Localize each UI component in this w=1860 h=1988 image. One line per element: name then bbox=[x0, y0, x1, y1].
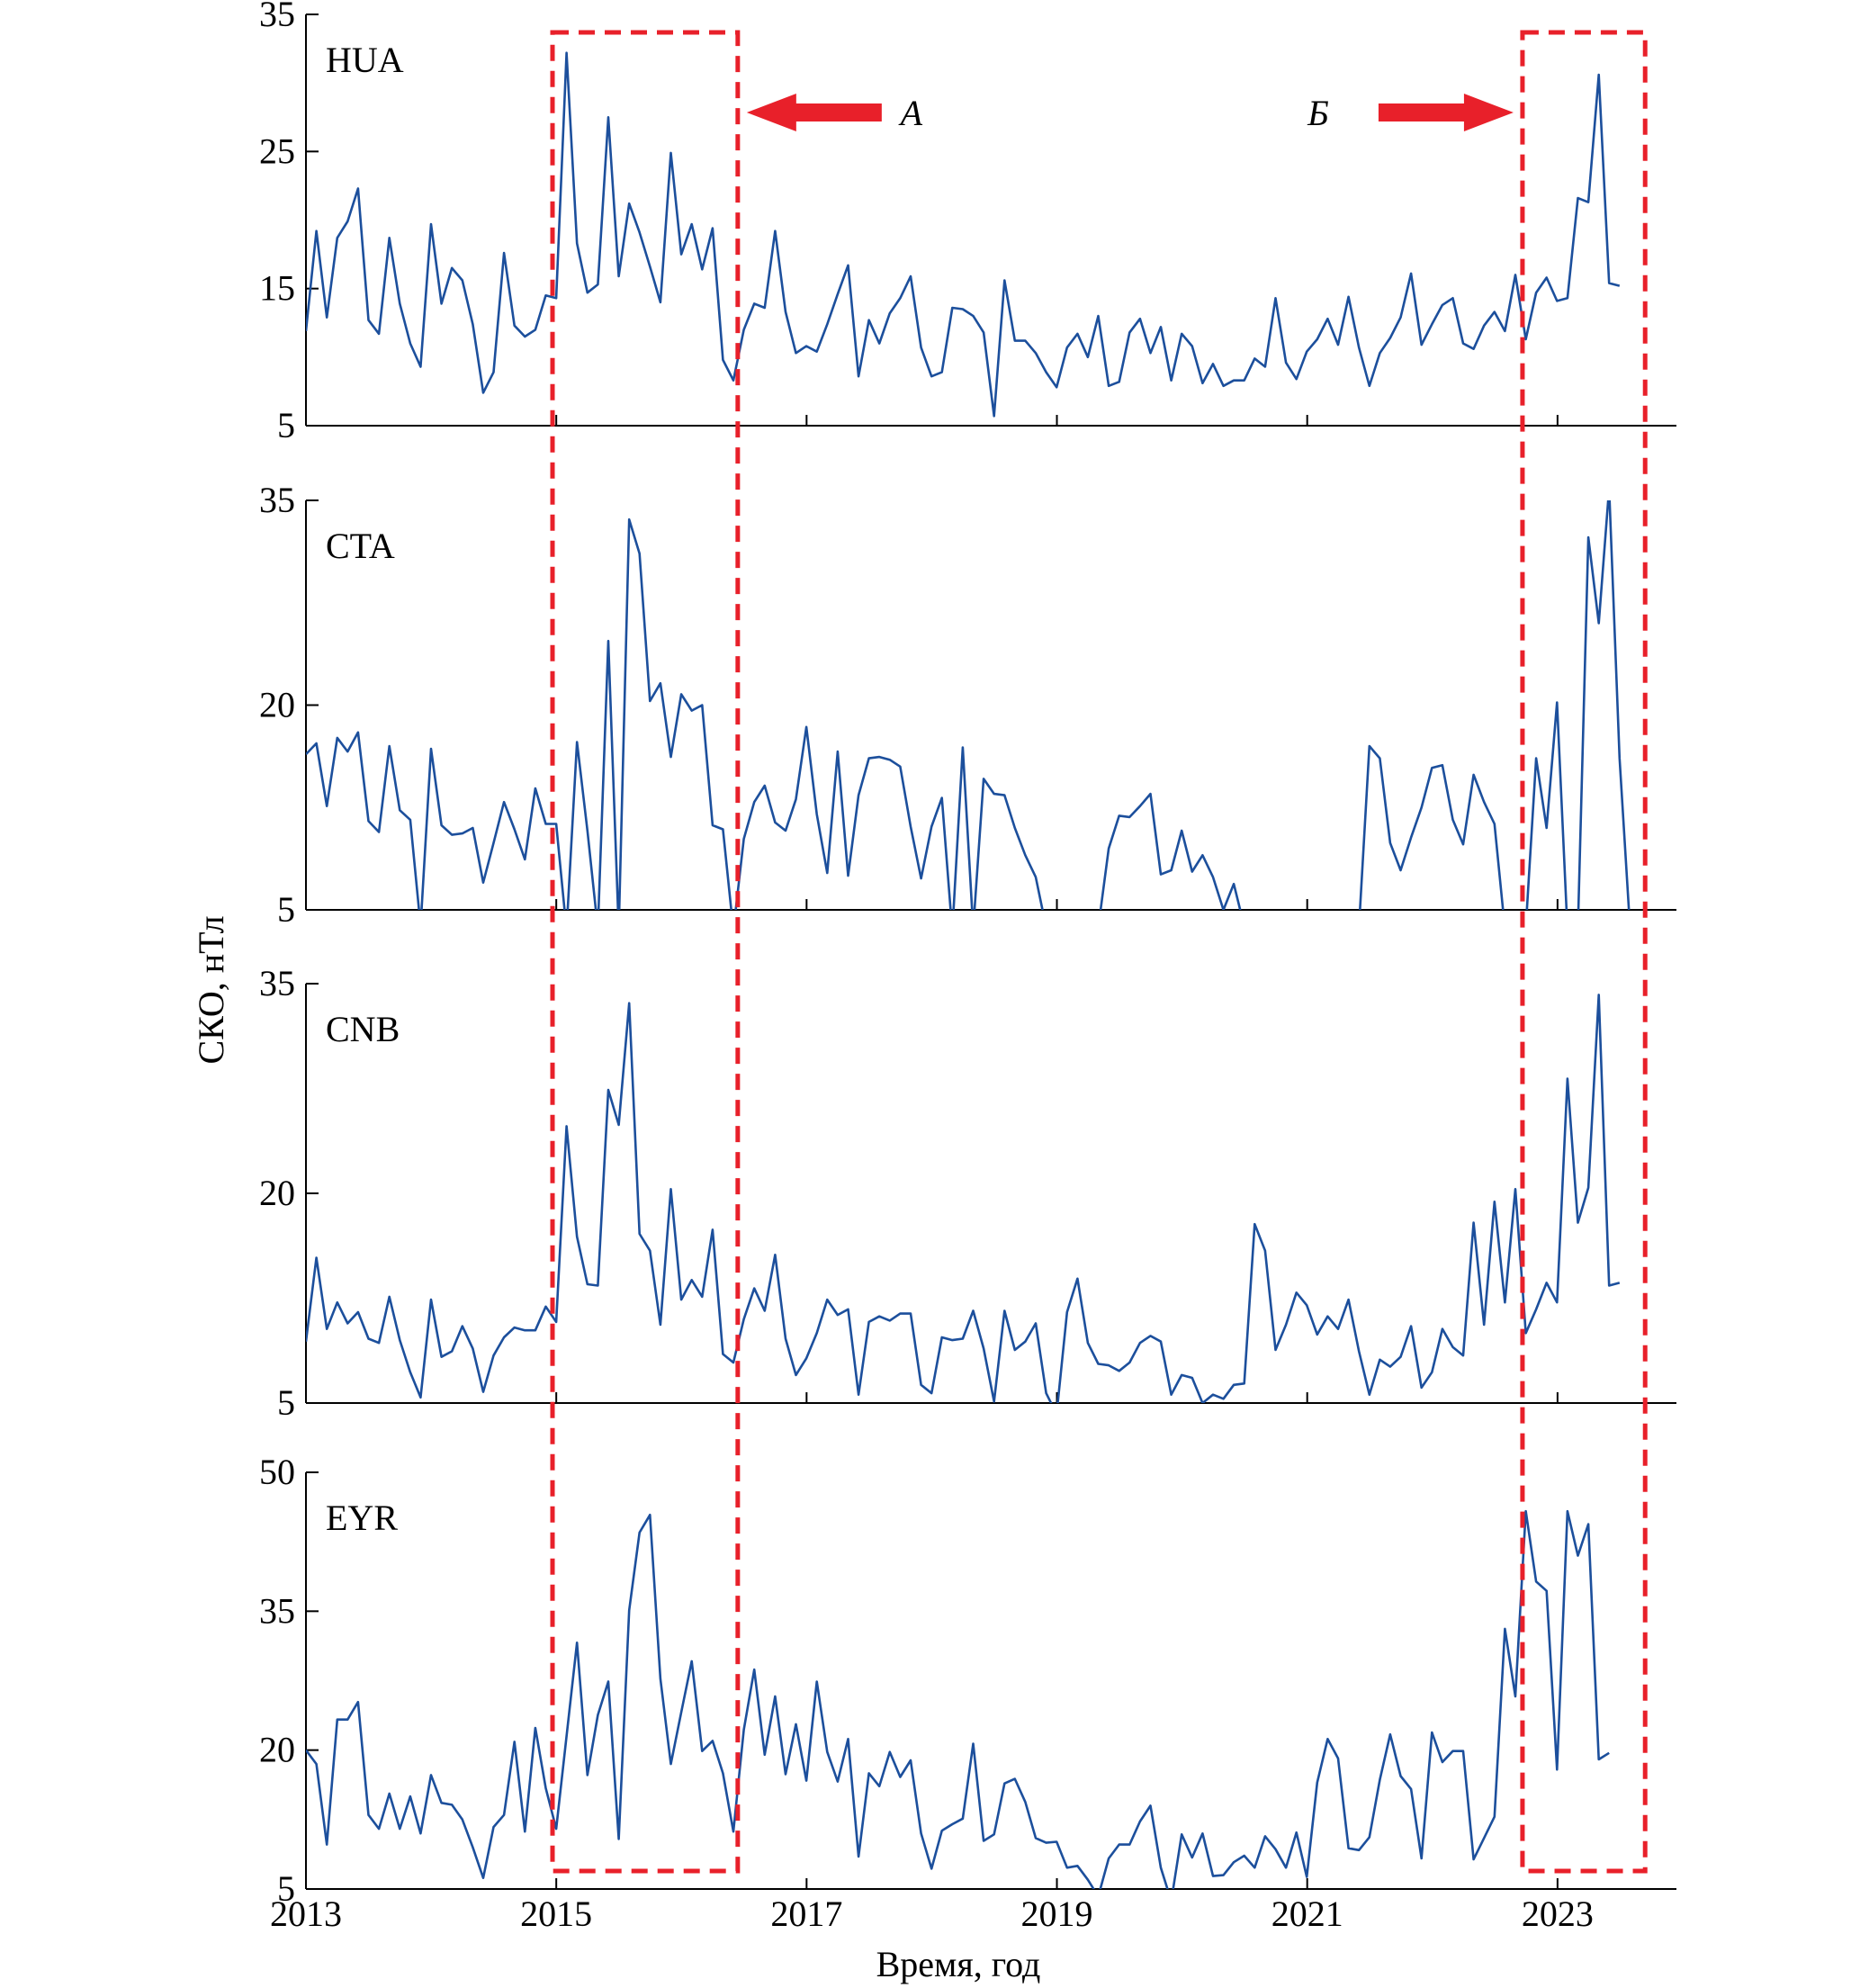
y-tick-label: 20 bbox=[259, 1173, 295, 1213]
y-tick-label: 25 bbox=[259, 130, 295, 171]
y-tick-label: 20 bbox=[259, 685, 295, 725]
callout-label-a: А bbox=[898, 93, 923, 133]
station-label: EYR bbox=[326, 1498, 398, 1538]
y-tick-label: 35 bbox=[259, 480, 295, 520]
station-label: HUA bbox=[326, 40, 404, 80]
panel-cta: 5 20 35 CTA bbox=[259, 480, 1676, 930]
panel-eyr: 5 20 35 50 EYR bbox=[259, 1452, 1676, 1909]
y-tick-label: 20 bbox=[259, 1730, 295, 1770]
arrow-right-icon bbox=[1378, 94, 1514, 131]
y-axis-title: СКО, нТл bbox=[191, 915, 231, 1064]
x-axis-title: Время, год bbox=[876, 1944, 1041, 1984]
y-tick-label: 5 bbox=[277, 405, 295, 445]
y-tick-label: 5 bbox=[277, 1382, 295, 1423]
x-tick-label: 2021 bbox=[1271, 1894, 1343, 1934]
y-tick-label: 35 bbox=[259, 963, 295, 1003]
station-label: CTA bbox=[326, 526, 395, 566]
x-tick-label: 2019 bbox=[1021, 1894, 1093, 1934]
y-tick-label: 15 bbox=[259, 268, 295, 309]
y-tick-label: 50 bbox=[259, 1452, 295, 1492]
y-tick-label: 35 bbox=[259, 1590, 295, 1631]
arrow-left-icon bbox=[746, 94, 882, 131]
x-tick-label: 2015 bbox=[520, 1894, 592, 1934]
callout-label-b: Б bbox=[1307, 93, 1329, 133]
x-tick-label: 2017 bbox=[770, 1894, 842, 1934]
series-line-cta bbox=[306, 500, 1631, 910]
panel-hua: 5 15 25 35 HUA bbox=[259, 0, 1676, 445]
panels-group: 5 15 25 35 HUA 5 20 35 CTA 5 20 35 CNB 5 20 35 50 EYR bbox=[259, 0, 1676, 1909]
highlight-b: Б bbox=[1307, 30, 1648, 1874]
x-tick-label: 2013 bbox=[270, 1894, 342, 1934]
series-line-hua bbox=[306, 51, 1621, 418]
y-tick-label: 5 bbox=[277, 1868, 295, 1909]
x-tick-label: 2023 bbox=[1522, 1894, 1594, 1934]
highlight-a: А bbox=[550, 30, 923, 1874]
station-label: CNB bbox=[326, 1009, 400, 1049]
series-line-cnb bbox=[306, 994, 1621, 1403]
y-tick-label: 35 bbox=[259, 0, 295, 34]
highlight-rect bbox=[1520, 30, 1648, 1874]
x-axis: 2013 2015 2017 2019 2021 2023 bbox=[270, 1894, 1594, 1934]
highlight-rect bbox=[550, 30, 741, 1874]
y-tick-label: 5 bbox=[277, 889, 295, 930]
panel-cnb: 5 20 35 CNB bbox=[259, 963, 1676, 1423]
series-line-eyr bbox=[306, 1509, 1610, 1889]
